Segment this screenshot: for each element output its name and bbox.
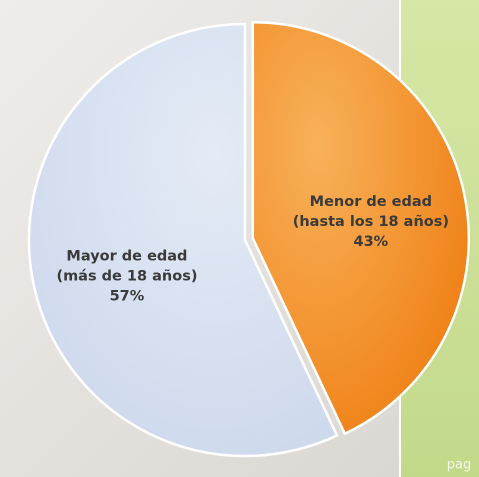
slice-value-label: 57% — [110, 288, 145, 304]
pie-slice — [251, 21, 471, 436]
slice-label: (hasta los 18 años) — [293, 214, 449, 230]
pie-slice — [27, 22, 339, 458]
slice-label: Menor de edad — [310, 194, 432, 210]
pie: Menor de edad (hasta los 18 años) 43% Mayor… — [27, 21, 471, 458]
slice-value-label: 43% — [353, 234, 388, 250]
page-text: pag — [447, 458, 471, 473]
slice-label: Mayor de edad — [66, 248, 187, 264]
slice-label: (más de 18 años) — [56, 268, 197, 284]
